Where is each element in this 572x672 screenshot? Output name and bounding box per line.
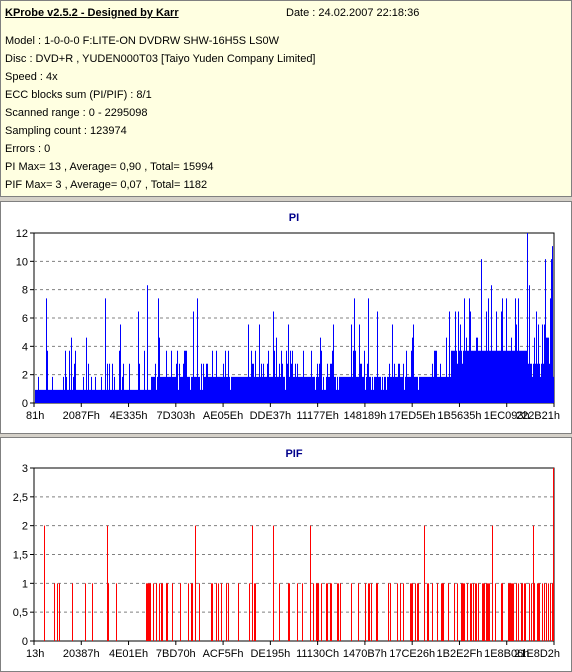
- pi-x-tick-label: 148189h: [343, 410, 386, 422]
- pi-x-tick-label: 222B21h: [516, 410, 560, 422]
- pi-y-tick-label: 12: [16, 228, 28, 240]
- pif-x-tick-label: 4E01Eh: [109, 648, 148, 660]
- ecc-line: ECC blocks sum (PI/PIF) : 8/1: [5, 89, 152, 101]
- pi-y-tick-label: 0: [22, 398, 28, 410]
- info-panel: KProbe v2.5.2 - Designed by Karr Date : …: [0, 0, 572, 197]
- pif-x-tick-label: 11130Ch: [296, 648, 339, 660]
- pi-y-tick-label: 6: [22, 313, 28, 325]
- pi-x-tick-label: 7D303h: [157, 410, 196, 422]
- pi-x-tick-label: 2087Fh: [63, 410, 100, 422]
- pi-x-tick-label: 1EC093h: [484, 410, 530, 422]
- pif-x-tick-label: 17CE26h: [389, 648, 435, 660]
- disc-line: Disc : DVD+R , YUDEN000T03 [Taiyo Yuden …: [5, 53, 316, 65]
- pif-y-tick-label: 1,5: [13, 550, 28, 562]
- pif-x-tick-label: 21E8D2h: [514, 648, 560, 660]
- sampling-count-line: Sampling count : 123974: [5, 125, 127, 137]
- pif-chart: PIF 0 0,5 1 1,5 2 2,5 3 13h 20387h 4E01Eh 7BD70h ACF…: [13, 448, 560, 660]
- pif-chart-title: PIF: [285, 448, 302, 460]
- pi-stats-line: PI Max= 13 , Average= 0,90 , Total= 1599…: [5, 161, 214, 173]
- pif-chart-panel: PIF 0 0,5 1 1,5 2 2,5 3 13h 20387h 4E01Eh 7BD70h ACF…: [0, 437, 572, 672]
- pi-x-tick-label: 11177Eh: [296, 410, 338, 422]
- pi-x-tick-label: 4E335h: [110, 410, 148, 422]
- pif-y-tick-label: 3: [22, 463, 28, 475]
- pi-x-tick-label: AE05Eh: [203, 410, 243, 422]
- pi-x-tick-label: 17ED5Eh: [389, 410, 436, 422]
- pi-x-tick-label: 1B5635h: [437, 410, 481, 422]
- pi-y-tick-label: 4: [22, 341, 28, 353]
- pi-y-tick-label: 8: [22, 285, 28, 297]
- pif-y-tick-label: 1: [22, 578, 28, 590]
- pif-x-tick-label: 1470B7h: [343, 648, 387, 660]
- pif-x-tick-label: DE195h: [250, 648, 290, 660]
- pif-stats-line: PIF Max= 3 , Average= 0,07 , Total= 1182: [5, 179, 208, 191]
- app-title: KProbe v2.5.2 - Designed by Karr: [5, 7, 179, 19]
- scanned-range-line: Scanned range : 0 - 2295098: [5, 107, 148, 119]
- pi-chart-panel: PI 0 2 4 6 8 10 12 81h 2087Fh 4E335h 7D303h AE05Eh DD…: [0, 201, 572, 434]
- pif-y-tick-label: 0,5: [13, 607, 28, 619]
- pif-y-tick-label: 0: [22, 636, 28, 648]
- errors-line: Errors : 0: [5, 143, 51, 155]
- pif-x-tick-label: 20387h: [63, 648, 100, 660]
- model-line: Model : 1-0-0-0 F:LITE-ON DVDRW SHW-16H5…: [5, 35, 280, 47]
- pi-chart: PI 0 2 4 6 8 10 12 81h 2087Fh 4E335h 7D303h AE05Eh DD…: [16, 212, 560, 422]
- pi-y-tick-label: 10: [16, 256, 28, 268]
- speed-line: Speed : 4x: [5, 71, 58, 83]
- pif-series: [44, 468, 554, 641]
- pi-x-tick-label: 81h: [26, 410, 44, 422]
- scan-date: Date : 24.02.2007 22:18:36: [286, 7, 420, 19]
- pi-x-tick-label: DDE37h: [250, 410, 292, 422]
- pif-x-tick-label: ACF5Fh: [203, 648, 244, 660]
- pi-y-tick-label: 2: [22, 370, 28, 382]
- pif-x-tick-label: 13h: [26, 648, 44, 660]
- pif-x-tick-label: 7BD70h: [156, 648, 196, 660]
- pif-x-tick-label: 1E8B06h: [484, 648, 529, 660]
- pi-series: [35, 233, 554, 403]
- pif-y-tick-label: 2,5: [13, 492, 28, 504]
- pi-chart-title: PI: [289, 212, 299, 224]
- pif-x-tick-label: 1B2E2Fh: [437, 648, 483, 660]
- pif-y-tick-label: 2: [22, 521, 28, 533]
